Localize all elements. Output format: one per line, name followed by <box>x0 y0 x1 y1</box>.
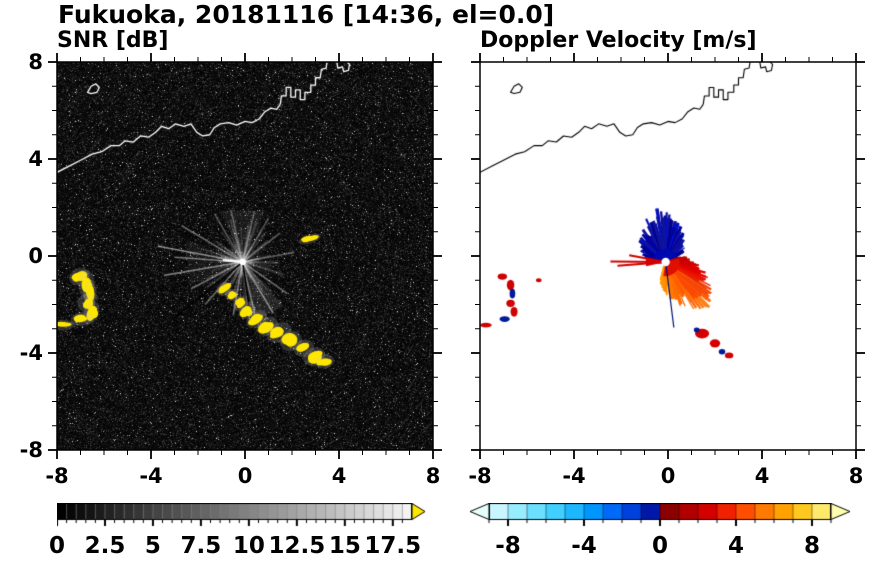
x-tick-label: 4 <box>331 464 347 488</box>
snr-colorbar-tick-label: 17.5 <box>364 533 422 559</box>
y-tick-label: 8 <box>28 50 43 74</box>
x-tick-label: 0 <box>237 464 253 488</box>
y-tick-label: -8 <box>19 438 43 462</box>
x-tick-label: -4 <box>139 464 163 488</box>
x-tick-label: 0 <box>660 464 676 488</box>
snr-colorbar <box>57 503 429 528</box>
velocity-colorbar-tick-label: -4 <box>571 533 597 559</box>
snr-colorbar-tick-label: 5 <box>144 533 161 559</box>
velocity-colorbar-tick-label: 4 <box>727 533 745 559</box>
velocity-plot <box>480 62 856 450</box>
x-tick-label: 8 <box>848 464 864 488</box>
y-tick-label: 4 <box>28 147 43 171</box>
snr-colorbar-tick-label: 15 <box>328 533 361 559</box>
velocity-colorbar-tick-label: -8 <box>495 533 521 559</box>
snr-colorbar-tick-label: 10 <box>232 533 265 559</box>
x-tick-label: -4 <box>562 464 586 488</box>
x-tick-label: 8 <box>425 464 441 488</box>
snr-panel-title: SNR [dB] <box>57 28 169 53</box>
x-tick-label: -8 <box>45 464 69 488</box>
velocity-colorbar-tick-label: 0 <box>651 533 669 559</box>
snr-plot <box>57 62 433 450</box>
y-tick-label: -4 <box>19 341 43 365</box>
x-tick-label: 4 <box>754 464 770 488</box>
snr-colorbar-tick-label: 2.5 <box>84 533 126 559</box>
velocity-colorbar <box>468 503 852 528</box>
snr-colorbar-tick-label: 12.5 <box>268 533 326 559</box>
velocity-colorbar-tick-label: 8 <box>803 533 821 559</box>
snr-colorbar-tick-label: 7.5 <box>180 533 222 559</box>
snr-colorbar-tick-label: 0 <box>48 533 66 559</box>
x-tick-label: -8 <box>468 464 492 488</box>
velocity-panel-title: Doppler Velocity [m/s] <box>480 28 757 53</box>
figure-title: Fukuoka, 20181116 [14:36, el=0.0] <box>58 0 555 29</box>
y-tick-label: 0 <box>28 244 43 268</box>
